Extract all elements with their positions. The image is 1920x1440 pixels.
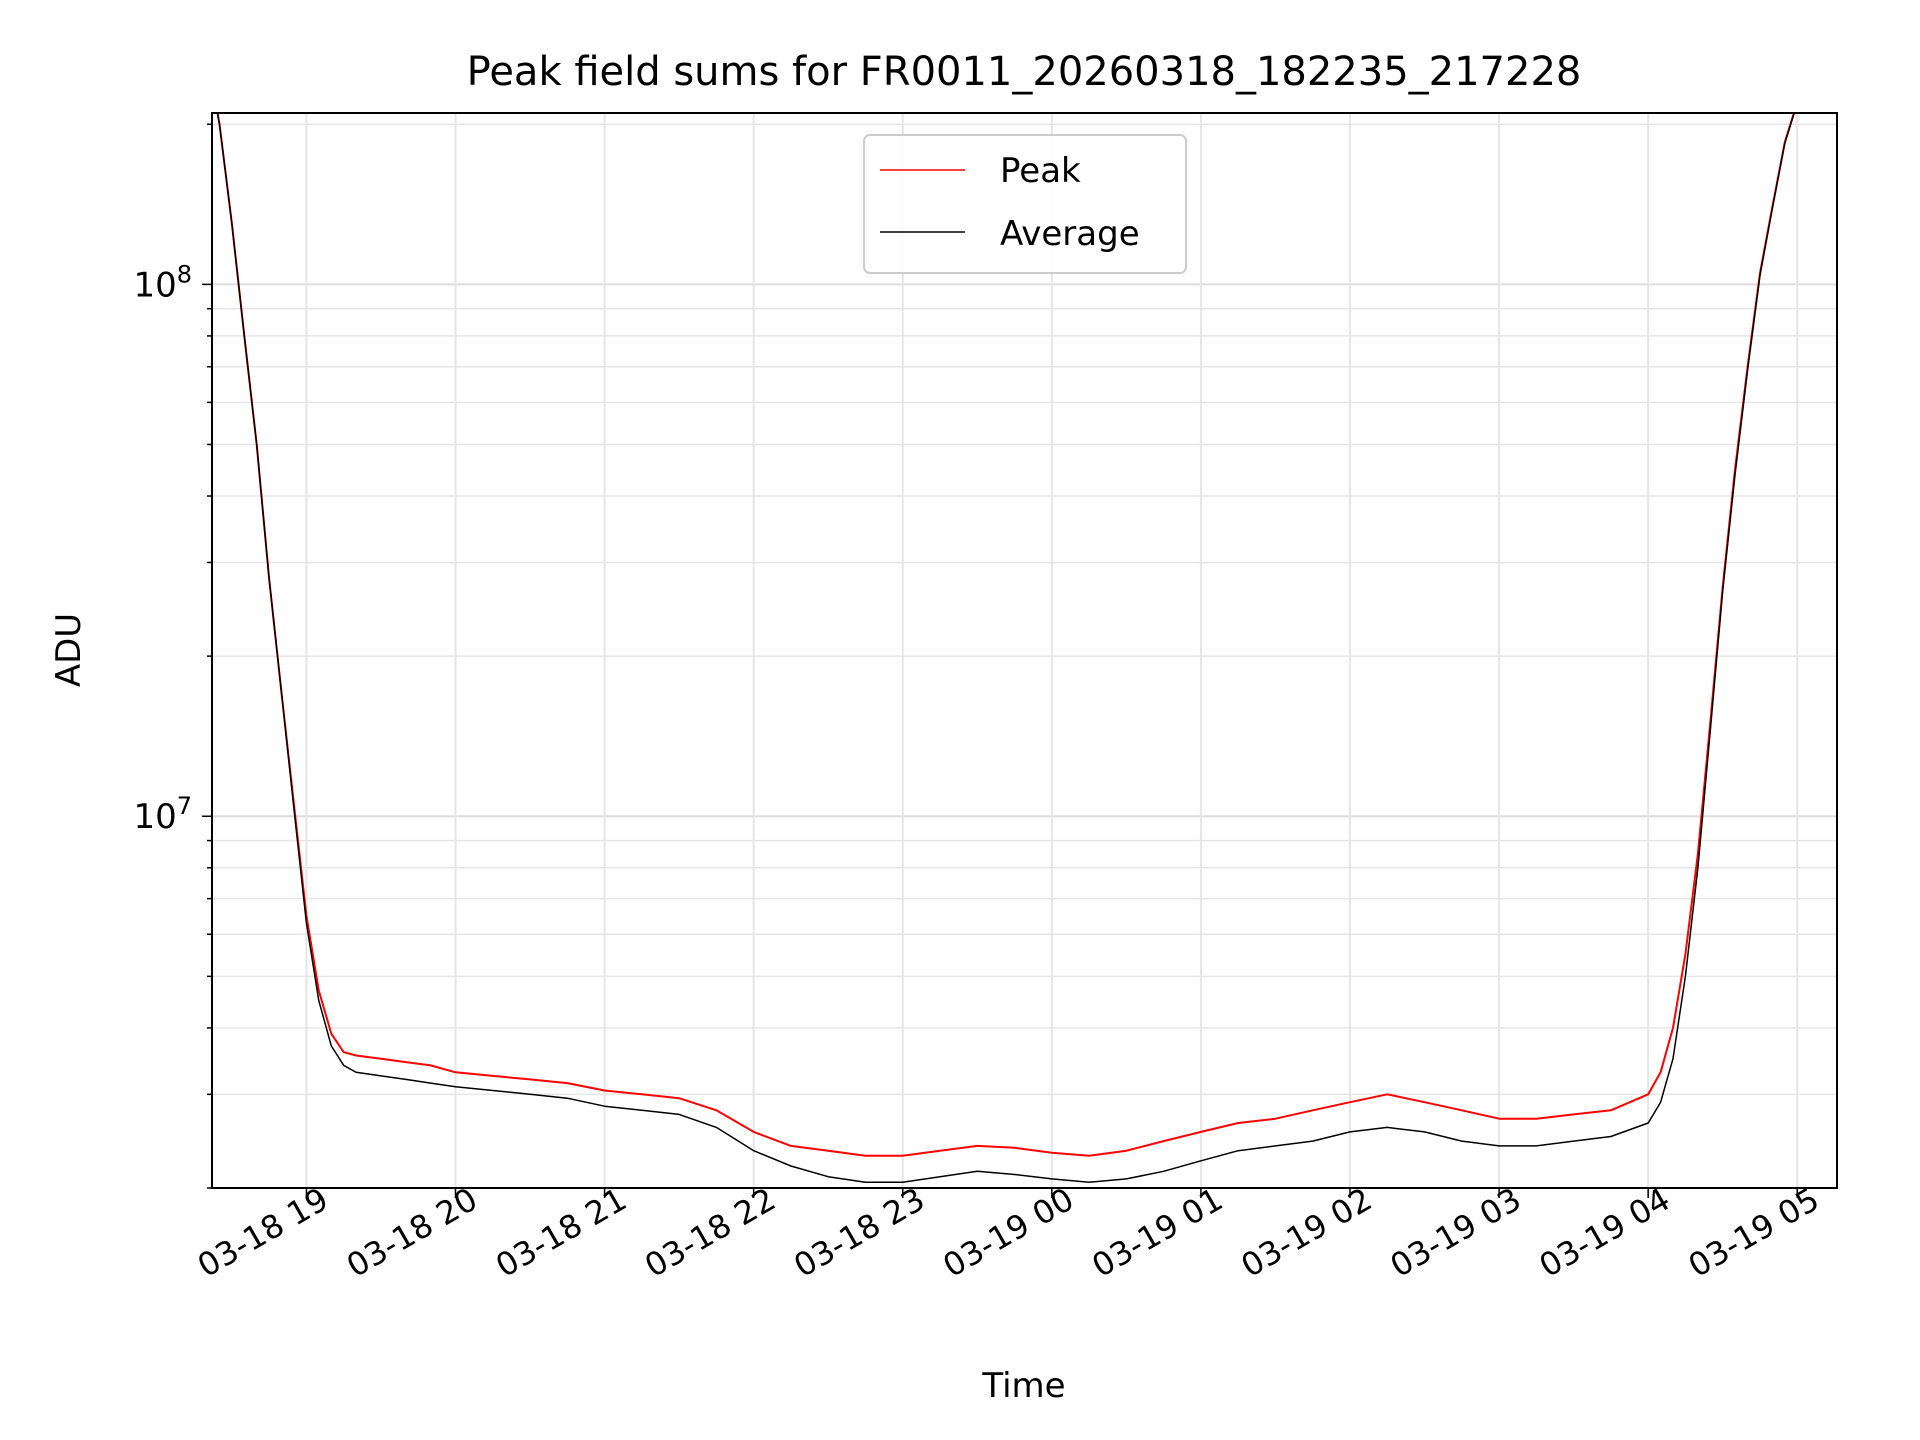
legend: Peak Average <box>863 134 1187 274</box>
y-axis-label: ADU <box>49 613 89 687</box>
legend-average-label: Average <box>1000 214 1140 254</box>
series-line-average <box>216 113 1795 1184</box>
series-line-peak <box>216 113 1795 1157</box>
plot-frame <box>211 112 1838 1189</box>
chart-title: Peak field sums for FR0011_20260318_1822… <box>467 49 1582 95</box>
legend-peak-label: Peak <box>1000 151 1081 191</box>
series-layer <box>216 113 1795 1184</box>
y-tick-label: 108 <box>133 260 192 305</box>
y-tick-label: 107 <box>133 792 192 837</box>
grid <box>212 113 1837 1189</box>
x-axis-label: Time <box>981 1366 1065 1406</box>
